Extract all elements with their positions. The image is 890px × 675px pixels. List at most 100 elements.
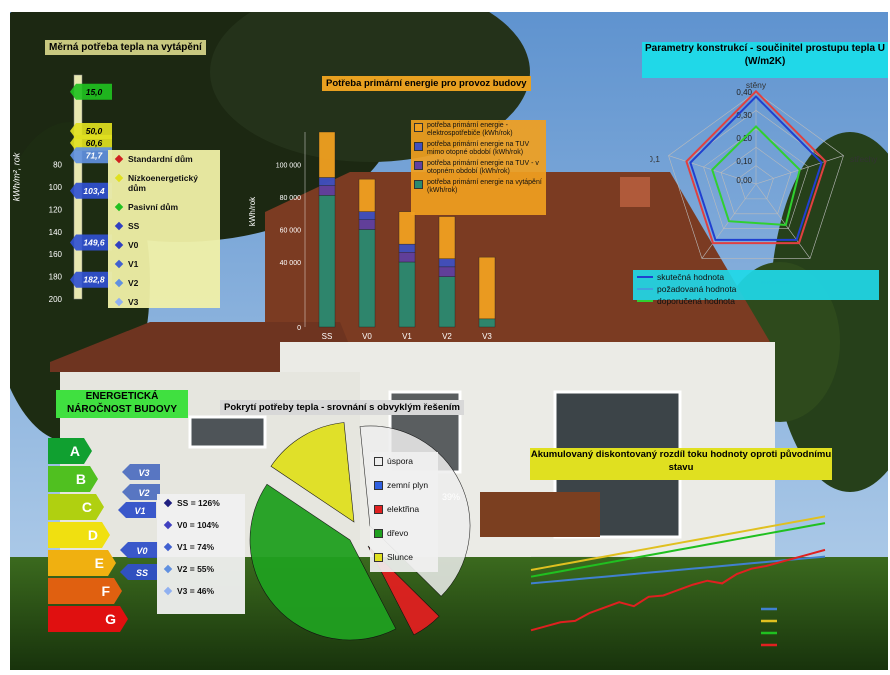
- bar-segment: [318, 185, 336, 196]
- legend-swatch: [374, 505, 383, 514]
- legend-swatch: [163, 520, 173, 530]
- radar-grid: [720, 146, 792, 215]
- heat-coverage-legend-item: úspora: [374, 456, 434, 466]
- scale-tick-label: 80: [53, 161, 62, 170]
- bar-segment: [438, 216, 456, 259]
- energy-class-letter: B: [76, 471, 86, 487]
- heat-coverage-legend: úspora zemní plyn elektřina dřevo Slunce: [370, 452, 438, 572]
- envelope-legend-item: požadovaná hodnota: [637, 284, 757, 294]
- variant-tag: [120, 564, 158, 580]
- variant-tag: [122, 464, 160, 480]
- primary-energy-legend-item: potřeba primární energie na TUV - v otop…: [414, 160, 543, 176]
- bar-segment: [478, 318, 496, 328]
- energy-class-arrow: [48, 494, 104, 520]
- legend-swatch: [414, 180, 423, 189]
- scale-tick-label: 200: [49, 295, 63, 304]
- legend-swatch: [114, 173, 124, 183]
- primary-energy-ylabel: kWh/rok: [248, 196, 258, 227]
- scale-marker-value: 50,0: [86, 126, 103, 136]
- legend-label: SS = 126%: [177, 498, 220, 508]
- y-tick-label: 40 000: [280, 260, 302, 267]
- energy-ratio-item: SS = 126%: [163, 498, 241, 508]
- bar-segment: [318, 131, 336, 178]
- bar-segment: [398, 261, 416, 328]
- legend-label: SS: [128, 221, 140, 231]
- radar-axis-label: střechy: [850, 154, 878, 164]
- radar-grid: [668, 91, 844, 259]
- energy-class-letter: D: [88, 527, 98, 543]
- scale-tick-label: 120: [49, 205, 63, 214]
- primary-energy-legend: potřeba primární energie - elektrospotře…: [411, 120, 546, 215]
- envelope-legend: skutečná hodnota požadovaná hodnota doporu…: [633, 270, 879, 306]
- scale-tick-label: 160: [49, 250, 63, 259]
- legend-swatch: [163, 542, 173, 552]
- energy-ratio-legend: SS = 126% V0 = 104% V1 = 74% V2 = 55% V3 = 4…: [157, 494, 245, 614]
- radar-tick-label: 0,10: [736, 157, 752, 166]
- bar-segment: [318, 177, 336, 186]
- legend-label: potřeba primární energie na TUV - v otop…: [427, 160, 539, 175]
- scale-marker-value: 182,8: [83, 275, 105, 285]
- legend-label: V0 = 104%: [177, 520, 219, 530]
- legend-label: skutečná hodnota: [657, 272, 725, 282]
- legend-swatch: [114, 297, 124, 307]
- legend-label: Nízkoenergetický dům: [128, 173, 198, 193]
- x-tick-label: V1: [402, 332, 412, 341]
- energy-class-arrow: [48, 522, 110, 548]
- scale-marker-value: 15,0: [86, 87, 103, 97]
- heat-demand-legend-item: V3: [114, 297, 216, 307]
- legend-label: Pasivní dům: [128, 202, 179, 212]
- legend-swatch: [163, 586, 173, 596]
- scale-marker: [70, 147, 112, 164]
- scale-marker: [70, 134, 112, 151]
- bar-segment: [318, 195, 336, 328]
- radar-grid: [738, 165, 774, 200]
- legend-swatch: [163, 564, 173, 574]
- bar-segment: [398, 243, 416, 253]
- x-tick-label: V2: [442, 332, 452, 341]
- legend-label: V3: [128, 297, 139, 307]
- legend-swatch: [374, 457, 383, 466]
- variant-tag-label: V3: [138, 468, 149, 478]
- energy-class-arrow: [48, 606, 128, 632]
- energy-class-letter: A: [70, 443, 80, 459]
- heat-demand-legend-item: Pasivní dům: [114, 202, 216, 212]
- legend-swatch: [163, 498, 173, 508]
- legend-label: zemní plyn: [387, 480, 429, 490]
- y-tick-label: 80 000: [280, 195, 302, 202]
- heat-coverage-legend-item: Slunce: [374, 552, 434, 562]
- heat-demand-legend-item: V1: [114, 259, 216, 269]
- legend-label: potřeba primární energie na TUV mimo oto…: [427, 141, 530, 156]
- energy-class-arrow: [48, 438, 92, 464]
- heat-demand-legend-item: V2: [114, 278, 216, 288]
- primary-energy-legend-item: potřeba primární energie na TUV mimo oto…: [414, 141, 543, 157]
- bar-segment: [438, 258, 456, 268]
- legend-label: Standardní dům: [128, 154, 193, 164]
- legend-label: elektřina: [387, 504, 420, 514]
- legend-label: požadovaná hodnota: [657, 284, 737, 294]
- envelope-legend-item: skutečná hodnota: [637, 272, 757, 282]
- scale-marker-value: 149,6: [83, 238, 105, 248]
- heat-demand-legend-item: V0: [114, 240, 216, 250]
- energy-class-letter: E: [95, 555, 104, 571]
- legend-swatch: [374, 481, 383, 490]
- legend-label: doporučená hodnota: [657, 296, 735, 306]
- scale-marker-value: 60,6: [86, 138, 103, 148]
- heat-coverage-legend-item: dřevo: [374, 528, 434, 538]
- bar-segment: [478, 256, 496, 320]
- legend-label: dřevo: [387, 528, 409, 538]
- radar-series-line: [685, 89, 827, 245]
- bar-segment: [358, 219, 376, 230]
- energy-class-letter: F: [101, 583, 110, 599]
- variant-tag: [120, 542, 158, 558]
- legend-label: V2 = 55%: [177, 564, 215, 574]
- energy-class-letter: C: [82, 499, 92, 515]
- energy-ratio-item: V2 = 55%: [163, 564, 241, 574]
- x-tick-label: SS: [322, 332, 333, 341]
- bar-segment: [438, 276, 456, 328]
- legend-swatch: [637, 300, 653, 302]
- legend-label: potřeba primární energie - elektrospotře…: [427, 122, 513, 137]
- legend-label: V0: [128, 240, 139, 250]
- legend-label: V1 = 74%: [177, 542, 215, 552]
- heat-demand-legend-item: Standardní dům: [114, 154, 216, 164]
